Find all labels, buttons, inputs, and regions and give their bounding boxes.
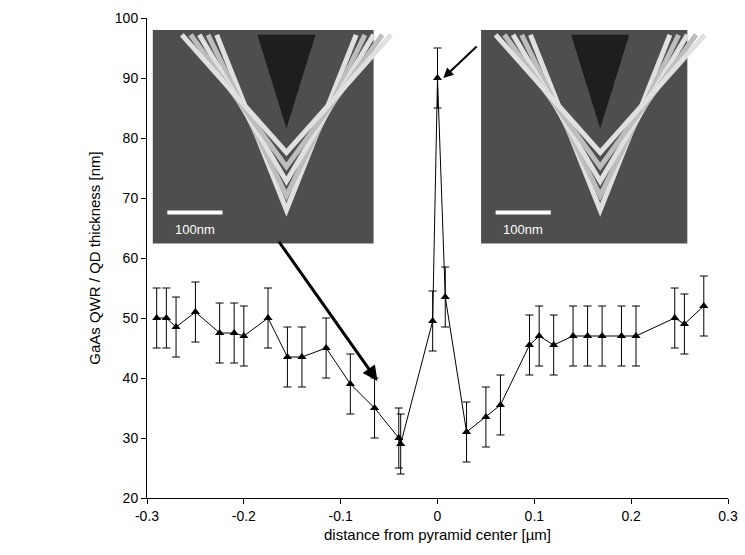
svg-text:-0.1: -0.1 (329, 508, 353, 524)
svg-text:0.3: 0.3 (718, 508, 738, 524)
svg-text:0.2: 0.2 (621, 508, 641, 524)
svg-text:30: 30 (123, 430, 139, 446)
svg-text:50: 50 (123, 310, 139, 326)
svg-text:20: 20 (123, 490, 139, 506)
svg-text:100: 100 (115, 10, 139, 26)
svg-text:-0.2: -0.2 (232, 508, 256, 524)
svg-text:0: 0 (434, 508, 442, 524)
svg-text:40: 40 (123, 370, 139, 386)
svg-text:100nm: 100nm (503, 222, 543, 237)
svg-text:100nm: 100nm (175, 222, 215, 237)
svg-text:90: 90 (123, 70, 139, 86)
svg-text:80: 80 (123, 130, 139, 146)
svg-text:distance from pyramid center [: distance from pyramid center [µm] (324, 526, 551, 543)
svg-text:70: 70 (123, 190, 139, 206)
svg-text:0.1: 0.1 (525, 508, 545, 524)
svg-text:-0.3: -0.3 (135, 508, 159, 524)
svg-text:60: 60 (123, 250, 139, 266)
svg-text:GaAs QWR / QD thickness [nm]: GaAs QWR / QD thickness [nm] (86, 151, 103, 364)
